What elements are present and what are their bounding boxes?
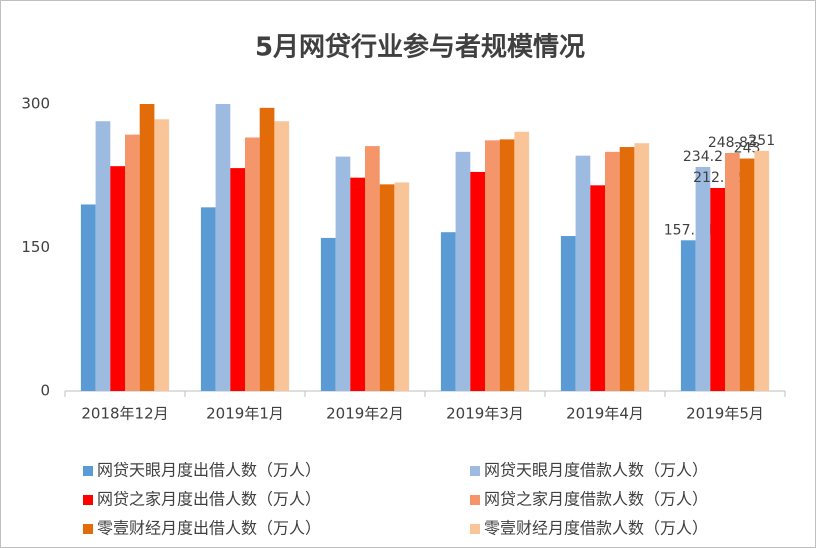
x-tick-label: 2019年1月 bbox=[206, 405, 284, 423]
legend-swatch bbox=[83, 524, 93, 534]
bar bbox=[154, 119, 170, 391]
chart-title: 5月网贷行业参与者规模情况 bbox=[255, 32, 585, 63]
x-tick-label: 2019年2月 bbox=[326, 405, 404, 423]
legend-swatch bbox=[470, 495, 480, 505]
legend-label: 网贷天眼月度出借人数（万人） bbox=[97, 461, 321, 480]
bar bbox=[80, 204, 96, 391]
y-tick-label: 0 bbox=[40, 382, 50, 400]
data-label: 234.2 bbox=[683, 149, 723, 165]
bar bbox=[754, 150, 770, 391]
bar bbox=[200, 207, 216, 391]
bar bbox=[680, 240, 696, 391]
bar bbox=[350, 177, 365, 391]
bar bbox=[499, 139, 515, 391]
legend-swatch bbox=[470, 524, 480, 534]
bar bbox=[335, 156, 351, 391]
bar bbox=[394, 182, 410, 391]
bar bbox=[455, 151, 471, 391]
legend-label: 网贷天眼月度借款人数（万人） bbox=[484, 461, 708, 480]
bar bbox=[95, 121, 111, 391]
bar bbox=[110, 166, 125, 391]
bar bbox=[440, 232, 456, 391]
bar bbox=[739, 158, 755, 391]
legend-label: 网贷之家月度出借人数（万人） bbox=[97, 490, 321, 509]
legend-swatch bbox=[83, 466, 93, 476]
bar bbox=[695, 166, 711, 391]
bar bbox=[125, 134, 140, 391]
bar bbox=[560, 236, 576, 391]
x-tick-label: 2019年3月 bbox=[446, 405, 524, 423]
bar bbox=[634, 143, 650, 391]
x-tick-label: 2018年12月 bbox=[81, 405, 168, 423]
bar bbox=[215, 104, 231, 391]
legend-swatch bbox=[83, 495, 93, 505]
x-tick-label: 2019年5月 bbox=[686, 405, 764, 423]
x-tick-label: 2019年4月 bbox=[566, 405, 644, 423]
y-tick-label: 300 bbox=[21, 95, 50, 113]
legend-label: 零壹财经月度借款人数（万人） bbox=[484, 519, 708, 538]
bar bbox=[365, 146, 380, 391]
bar bbox=[514, 131, 530, 391]
bar bbox=[379, 184, 395, 391]
bar bbox=[619, 147, 635, 391]
legend-swatch bbox=[470, 466, 480, 476]
bar bbox=[470, 171, 485, 391]
data-label: 248.83 bbox=[708, 135, 757, 151]
legend-label: 网贷之家月度借款人数（万人） bbox=[484, 490, 708, 509]
bar bbox=[710, 187, 725, 391]
bar bbox=[605, 151, 620, 391]
bar bbox=[274, 121, 290, 391]
bar bbox=[485, 140, 500, 391]
bar bbox=[320, 237, 336, 391]
bar bbox=[575, 155, 591, 391]
bar bbox=[139, 104, 155, 391]
data-label: 251 bbox=[748, 133, 775, 149]
bar bbox=[230, 168, 245, 391]
bar bbox=[245, 137, 260, 391]
bar bbox=[590, 185, 605, 391]
bar bbox=[259, 107, 275, 392]
data-label: 243 bbox=[734, 141, 761, 157]
y-tick-label: 150 bbox=[21, 238, 50, 256]
bar bbox=[725, 152, 740, 391]
legend-label: 零壹财经月度出借人数（万人） bbox=[97, 519, 321, 538]
